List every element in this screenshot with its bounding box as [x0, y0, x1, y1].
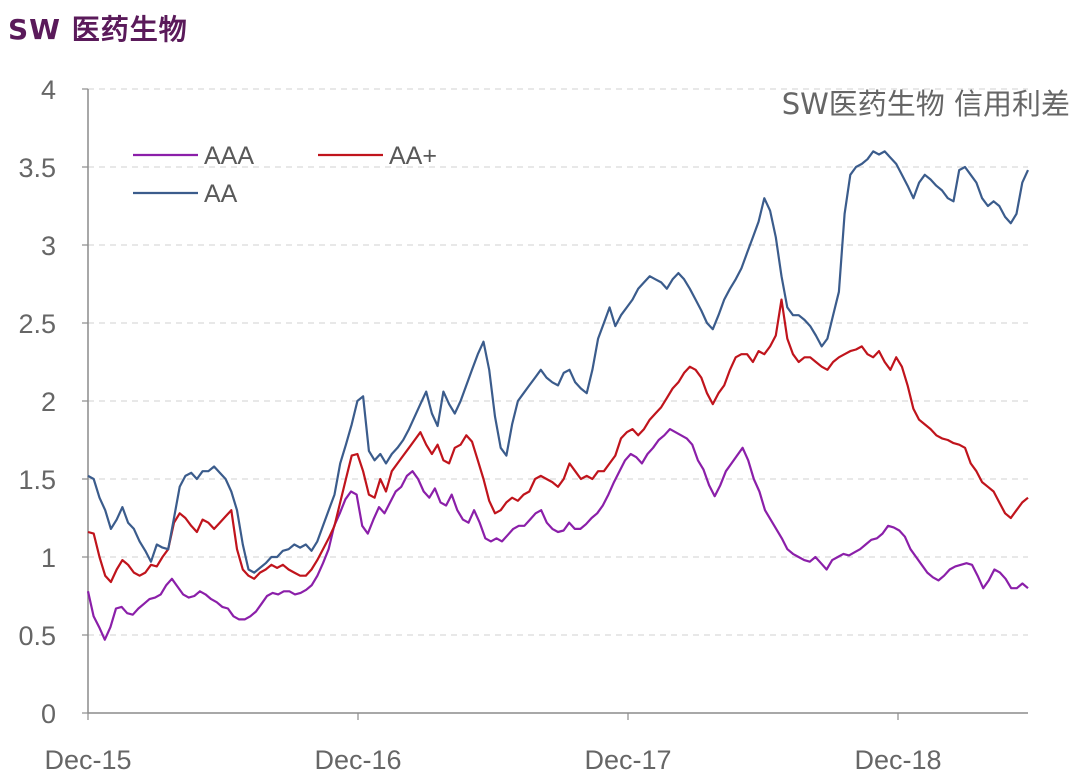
- series-line-aa: [87, 150, 1030, 574]
- gridlines: [82, 88, 1028, 714]
- series-lines: [86, 150, 1030, 641]
- axes: [87, 89, 1028, 714]
- legend-label: AA: [204, 180, 238, 208]
- y-tick-label: 2: [41, 387, 56, 417]
- chart-title: SW医药生物 信用利差: [782, 87, 1070, 121]
- x-tick-label: Dec-16: [314, 745, 401, 775]
- legend-label: AAA: [204, 142, 254, 170]
- x-tick-label: Dec-17: [584, 745, 671, 775]
- x-tick-label: Dec-15: [44, 745, 131, 775]
- y-tick-label: 0.5: [18, 621, 56, 651]
- y-tick-label: 4: [41, 75, 56, 105]
- legend-label: AA+: [389, 142, 437, 170]
- y-tick-label: 3: [41, 231, 56, 261]
- series-line-aaa: [86, 428, 1029, 641]
- x-axis-ticks: Dec-15 Dec-16 Dec-17 Dec-18: [44, 713, 942, 775]
- y-tick-label: 1.5: [18, 465, 56, 495]
- series-line-aaplus: [87, 298, 1029, 584]
- y-tick-label: 3.5: [18, 153, 56, 183]
- y-tick-label: 1: [41, 543, 56, 573]
- page-title: SW 医药生物: [8, 13, 188, 46]
- y-axis-ticks: 0 0.5 1 1.5 2 2.5 3 3.5 4: [18, 75, 56, 729]
- x-tick-label: Dec-18: [854, 745, 941, 775]
- y-tick-label: 0: [41, 699, 56, 729]
- y-tick-label: 2.5: [18, 309, 56, 339]
- legend: AAA AA+ AA: [133, 142, 437, 208]
